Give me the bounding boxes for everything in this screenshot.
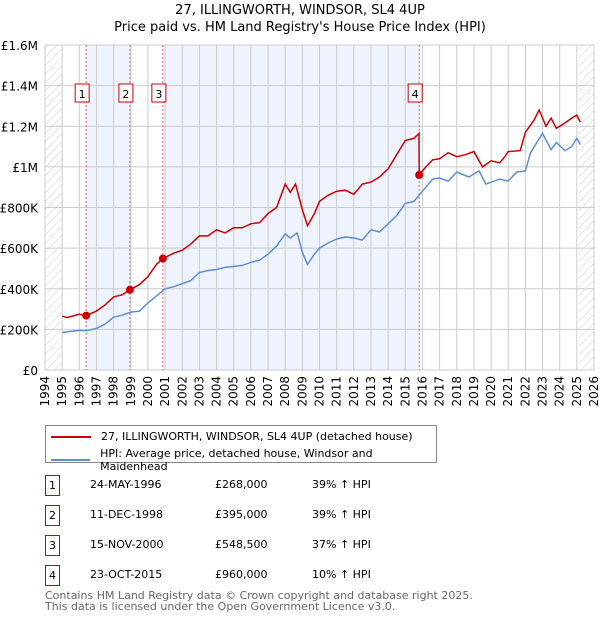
x-tick-label: 2017: [433, 376, 447, 407]
sale-price: £395,000: [215, 508, 268, 521]
marker-badge: 3: [45, 535, 60, 556]
legend-swatch-red: [51, 435, 91, 438]
sale-point: [415, 171, 424, 179]
transaction-row: 1 24-MAY-1996 £268,000 39% ↑ HPI: [45, 475, 465, 496]
hpi-diff: 37% ↑ HPI: [312, 538, 371, 551]
legend-swatch-blue: [51, 459, 91, 461]
x-tick-label: 2012: [347, 376, 361, 407]
sale-marker-box: [151, 83, 167, 103]
sale-marker-label: 4: [412, 88, 419, 101]
sale-date: 23-OCT-2015: [90, 568, 163, 581]
sale-marker-box: [407, 83, 423, 103]
x-tick-label: 2008: [278, 376, 292, 407]
y-tick-label: £800K: [0, 202, 39, 216]
x-tick-label: 2007: [261, 376, 275, 407]
sale-date: 15-NOV-2000: [90, 538, 164, 551]
chart-subtitle: Price paid vs. HM Land Registry's House …: [114, 20, 486, 35]
x-tick-label: 2016: [415, 376, 429, 407]
x-tick-label: 2024: [553, 376, 567, 407]
x-tick-label: 2010: [313, 376, 327, 407]
x-tick-label: 2020: [484, 376, 498, 407]
x-tick-label: 2000: [141, 376, 155, 407]
transaction-row: 4 23-OCT-2015 £960,000 10% ↑ HPI: [45, 565, 465, 586]
x-tick-label: 2021: [501, 376, 515, 407]
y-tick-label: £1M: [12, 161, 38, 175]
y-tick-label: £600K: [0, 242, 39, 256]
footer-line2: This data is licensed under the Open Gov…: [45, 600, 396, 613]
sale-price: £268,000: [215, 478, 268, 491]
transaction-row: 2 11-DEC-1998 £395,000 39% ↑ HPI: [45, 505, 465, 526]
footer-line1: Contains HM Land Registry data © Crown c…: [45, 589, 473, 602]
plot-frame: [44, 44, 595, 371]
x-tick-label: 2006: [244, 376, 258, 407]
hpi-diff: 39% ↑ HPI: [312, 478, 371, 491]
sale-price: £548,500: [215, 538, 268, 551]
sale-point: [125, 285, 134, 294]
sale-marker-box: [74, 83, 90, 103]
hpi-diff: 10% ↑ HPI: [312, 568, 371, 581]
hpi-diff: 39% ↑ HPI: [312, 508, 371, 521]
sale-point: [82, 311, 91, 320]
legend-item-hpi: HPI: Average price, detached house, Wind…: [51, 447, 436, 473]
x-tick-label: 1995: [55, 376, 69, 407]
x-tick-label: 2009: [295, 376, 309, 407]
marker-badge: 1: [45, 475, 60, 496]
y-tick-label: £200K: [0, 323, 39, 337]
sale-price: £960,000: [215, 568, 268, 581]
y-tick-label: £1.4M: [1, 80, 38, 94]
x-tick-label: 2003: [192, 376, 206, 407]
x-tick-label: 2014: [381, 376, 395, 407]
sale-marker-label: 3: [155, 88, 162, 101]
x-tick-label: 1997: [89, 376, 103, 407]
marker-badge: 4: [45, 565, 60, 586]
x-tick-label: 2005: [227, 376, 241, 407]
sale-marker-label: 1: [79, 88, 86, 101]
x-tick-label: 2018: [450, 376, 464, 407]
x-tick-label: 1998: [107, 376, 121, 407]
x-tick-label: 1996: [72, 376, 86, 407]
x-tick-label: 2023: [536, 376, 550, 407]
transaction-row: 3 15-NOV-2000 £548,500 37% ↑ HPI: [45, 535, 465, 556]
sale-date: 11-DEC-1998: [90, 508, 164, 521]
x-tick-label: 2013: [364, 376, 378, 407]
sale-date: 24-MAY-1996: [90, 478, 162, 491]
x-tick-label: 2002: [175, 376, 189, 407]
y-tick-label: £0: [23, 364, 38, 378]
y-tick-label: £400K: [0, 283, 39, 297]
x-tick-label: 2019: [467, 376, 481, 407]
legend: 27, ILLINGWORTH, WINDSOR, SL4 4UP (detac…: [45, 425, 437, 473]
y-tick-label: £1.2M: [1, 120, 38, 134]
x-tick-label: 2015: [398, 376, 412, 407]
hpi-line: [62, 131, 581, 334]
legend-label: HPI: Average price, detached house, Wind…: [100, 447, 373, 473]
sale-point: [158, 254, 167, 263]
x-tick-label: 2026: [587, 376, 600, 407]
sale-marker-label: 2: [122, 88, 129, 101]
x-tick-label: 2004: [210, 376, 224, 407]
property-price-line: [62, 108, 581, 319]
legend-label: 27, ILLINGWORTH, WINDSOR, SL4 4UP (detac…: [101, 430, 413, 443]
chart-title: 27, ILLINGWORTH, WINDSOR, SL4 4UP: [175, 3, 425, 18]
x-tick-label: 2001: [158, 376, 172, 407]
price-chart: 1994 1995 1996 1997 1998 1999 2000 2001 2002 2003…: [0, 39, 600, 407]
y-tick-label: £1.6M: [1, 39, 38, 53]
x-tick-label: 1999: [124, 376, 138, 407]
x-tick-label: 2025: [570, 376, 584, 407]
marker-badge: 2: [45, 505, 60, 526]
x-tick-label: 2011: [330, 376, 344, 407]
sale-marker-box: [118, 83, 134, 103]
x-tick-label: 1994: [38, 376, 52, 407]
legend-item-property: 27, ILLINGWORTH, WINDSOR, SL4 4UP (detac…: [51, 430, 413, 443]
x-tick-label: 2022: [518, 376, 532, 407]
footer: Contains HM Land Registry data © Crown c…: [45, 590, 473, 612]
